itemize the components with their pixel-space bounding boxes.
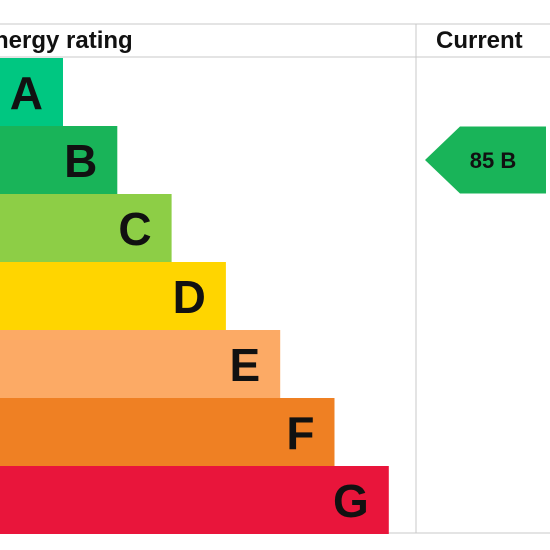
band-letter-d: D — [173, 271, 206, 323]
band-letter-b: B — [64, 135, 97, 187]
energy-rating-header: nergy rating — [0, 27, 133, 54]
band-letter-c: C — [118, 203, 151, 255]
band-bar-f — [0, 398, 335, 466]
current-rating-indicator: 85 B — [425, 126, 546, 194]
band-letter-e: E — [230, 339, 261, 391]
band-letter-a: A — [10, 67, 43, 119]
band-bar-g — [0, 466, 389, 534]
band-bar-d — [0, 262, 226, 330]
current-header: Current — [436, 27, 523, 54]
band-letter-g: G — [333, 475, 369, 527]
band-bar-a — [0, 58, 63, 126]
current-rating-label: 85 B — [470, 148, 516, 173]
band-letter-f: F — [286, 407, 314, 459]
band-bar-b — [0, 126, 118, 194]
band-bar-c — [0, 194, 172, 262]
band-bar-e — [0, 330, 281, 398]
current-rating-arrow — [425, 126, 546, 194]
